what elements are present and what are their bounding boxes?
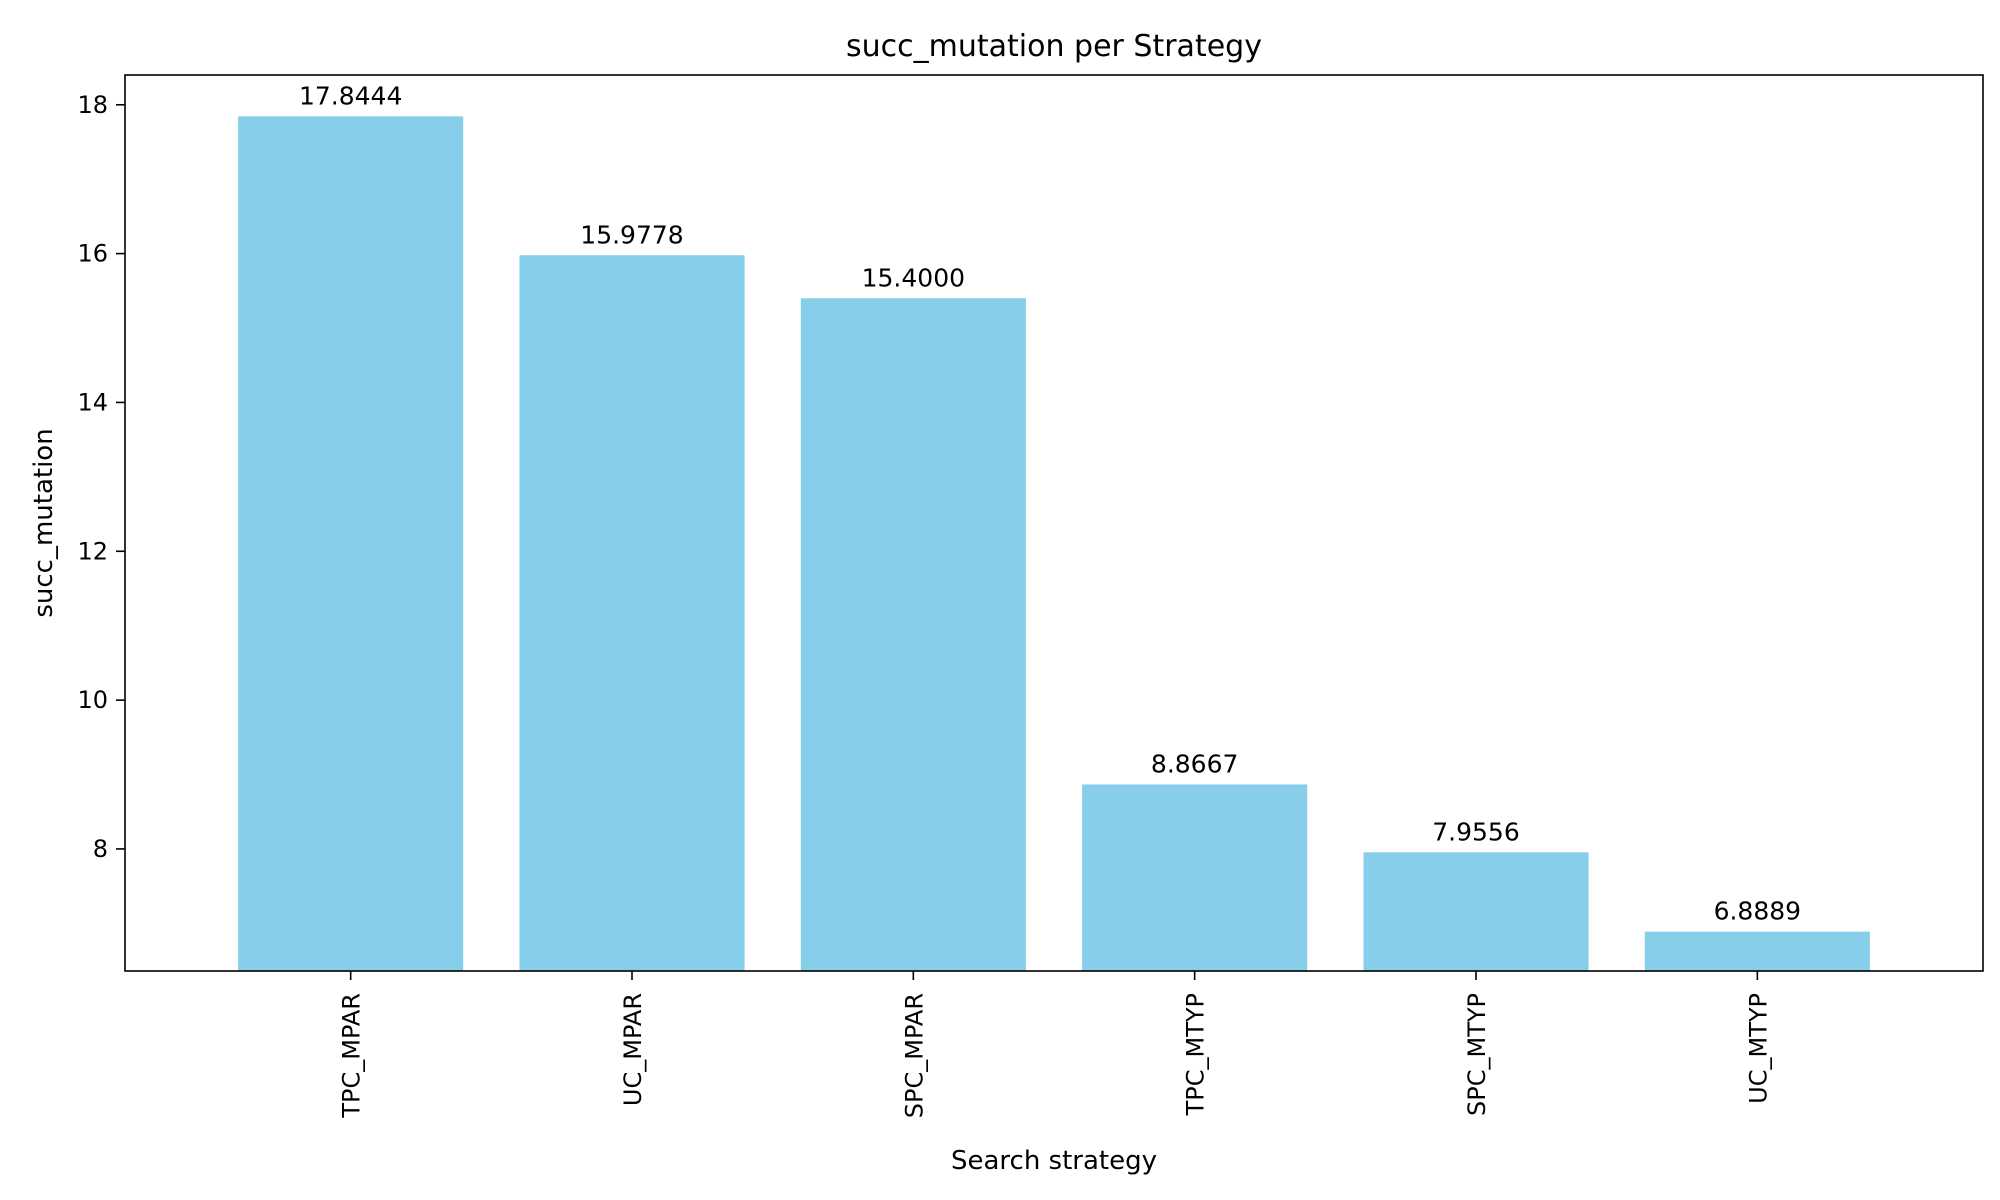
data-label: 6.8889 xyxy=(1714,897,1801,926)
x-tick-label: TPC_MTYP xyxy=(1182,993,1210,1116)
bar-spc-mpar xyxy=(800,298,1026,971)
data-label: 7.9556 xyxy=(1432,817,1519,846)
data-label: 17.8444 xyxy=(299,81,402,110)
data-label: 15.9778 xyxy=(580,220,683,249)
data-label: 15.4000 xyxy=(862,263,965,292)
x-tick-label: SPC_MTYP xyxy=(1463,993,1491,1116)
x-tick-label: UC_MPAR xyxy=(619,993,647,1106)
bar-tpc-mtyp xyxy=(1082,784,1308,971)
y-tick-label: 14 xyxy=(77,388,108,416)
y-axis: 8 10 12 14 16 18 xyxy=(77,91,125,863)
bar-uc-mtyp xyxy=(1644,931,1870,971)
data-label: 8.8667 xyxy=(1151,749,1238,778)
x-tick-label: TPC_MPAR xyxy=(338,993,366,1119)
y-tick-label: 10 xyxy=(77,686,108,714)
x-axis: TPC_MPAR UC_MPAR SPC_MPAR TPC_MTYP SPC_MTYP U… xyxy=(338,971,1772,1119)
chart-title: succ_mutation per Strategy xyxy=(846,29,1262,64)
bar-tpc-mpar xyxy=(238,116,464,972)
value-labels-group: 17.8444 15.9778 15.4000 8.8667 7.9556 6.8889 xyxy=(299,81,1801,925)
y-tick-label: 18 xyxy=(77,91,108,119)
x-tick-label: UC_MTYP xyxy=(1744,993,1772,1104)
x-axis-label: Search strategy xyxy=(951,1146,1157,1176)
y-tick-label: 12 xyxy=(77,537,108,565)
bars-group xyxy=(238,116,1870,972)
y-axis-label: succ_mutation xyxy=(29,428,59,617)
bar-spc-mtyp xyxy=(1363,852,1589,971)
plot-frame xyxy=(124,74,1984,972)
y-tick-label: 16 xyxy=(77,240,108,268)
x-tick-label: SPC_MPAR xyxy=(900,993,928,1118)
bar-uc-mpar xyxy=(519,255,745,971)
y-tick-label: 8 xyxy=(93,835,108,863)
